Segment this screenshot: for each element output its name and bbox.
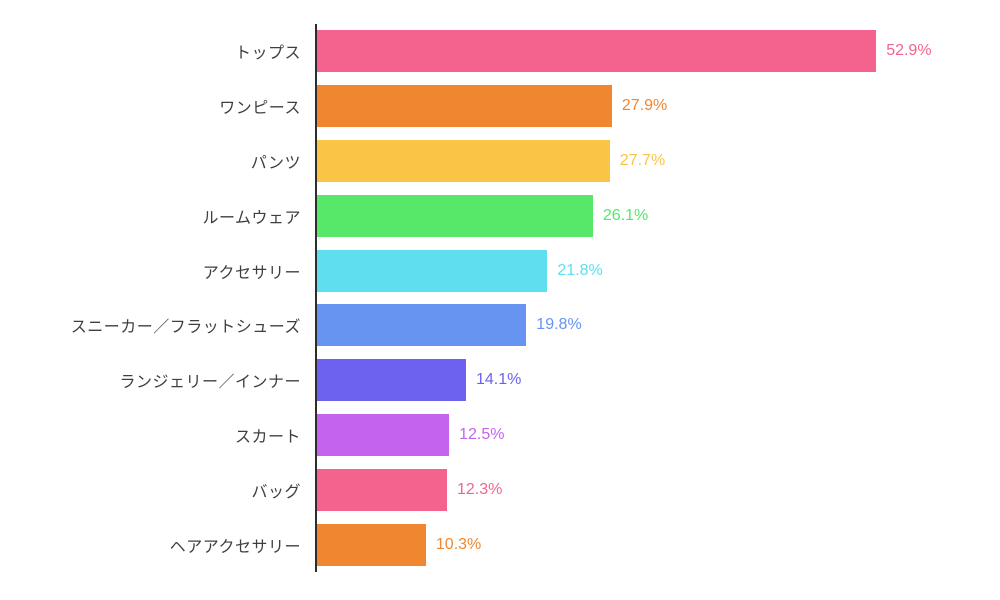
bar-track: 12.3% — [315, 462, 1000, 518]
bar — [317, 30, 877, 73]
bar-track: 27.7% — [315, 133, 1000, 189]
bar-track: 26.1% — [315, 188, 1000, 244]
category-label: スカート — [234, 428, 301, 446]
bar — [317, 249, 548, 292]
bar — [317, 139, 610, 182]
category-label: スニーカー／フラットシューズ — [70, 319, 301, 337]
bar-row: ルームウェア 26.1% — [0, 188, 1000, 244]
bar — [317, 85, 612, 128]
bar-track: 12.5% — [315, 407, 1000, 463]
value-label: 10.3% — [435, 535, 482, 553]
bar-track: 27.9% — [315, 78, 1000, 134]
bar-track: 10.3% — [315, 517, 1000, 572]
bar-row: ヘアアクセサリー 10.3% — [0, 517, 1000, 572]
bar-track: 19.8% — [315, 297, 1000, 353]
bar — [317, 304, 527, 347]
category-label: アクセサリー — [202, 264, 301, 282]
bar-track: 14.1% — [315, 352, 1000, 408]
bar-track: 21.8% — [315, 243, 1000, 298]
bar-row: ランジェリー／インナー 14.1% — [0, 352, 1000, 408]
value-label: 19.8% — [536, 316, 582, 334]
category-label: パンツ — [250, 154, 301, 172]
bar — [317, 468, 447, 511]
bar-row: ワンピース 27.9% — [0, 78, 1000, 134]
bar-row: アクセサリー 21.8% — [0, 243, 1000, 298]
value-label: 26.1% — [602, 206, 649, 224]
category-label: ヘアアクセサリー — [169, 538, 301, 556]
value-label: 12.3% — [457, 480, 503, 498]
value-label: 27.9% — [621, 97, 668, 115]
bar-row: トップス 52.9% — [0, 24, 1000, 79]
bar — [317, 413, 450, 456]
bar — [317, 194, 593, 237]
bar-row: スカート 12.5% — [0, 407, 1000, 463]
category-label: ワンピース — [219, 100, 301, 118]
bar — [317, 359, 466, 402]
bar-row: バッグ 12.3% — [0, 462, 1000, 518]
bar-track: 52.9% — [315, 24, 1000, 79]
value-label: 27.7% — [619, 151, 666, 169]
value-label: 12.5% — [459, 425, 505, 443]
category-label: トップス — [234, 45, 301, 63]
bar-row: パンツ 27.7% — [0, 133, 1000, 189]
bar-row: スニーカー／フラットシューズ 19.8% — [0, 297, 1000, 353]
value-label: 14.1% — [476, 371, 522, 389]
chart-plot-area: トップス 52.9% ワンピース 27.9% パンツ 27.7% ルームウェア 26.1% アク… — [0, 24, 1000, 572]
value-label: 21.8% — [557, 261, 603, 279]
bar — [317, 523, 426, 566]
category-label: ルームウェア — [202, 209, 301, 227]
category-label: バッグ — [251, 483, 301, 501]
category-label: ランジェリー／インナー — [119, 374, 301, 392]
value-label: 52.9% — [886, 42, 932, 60]
